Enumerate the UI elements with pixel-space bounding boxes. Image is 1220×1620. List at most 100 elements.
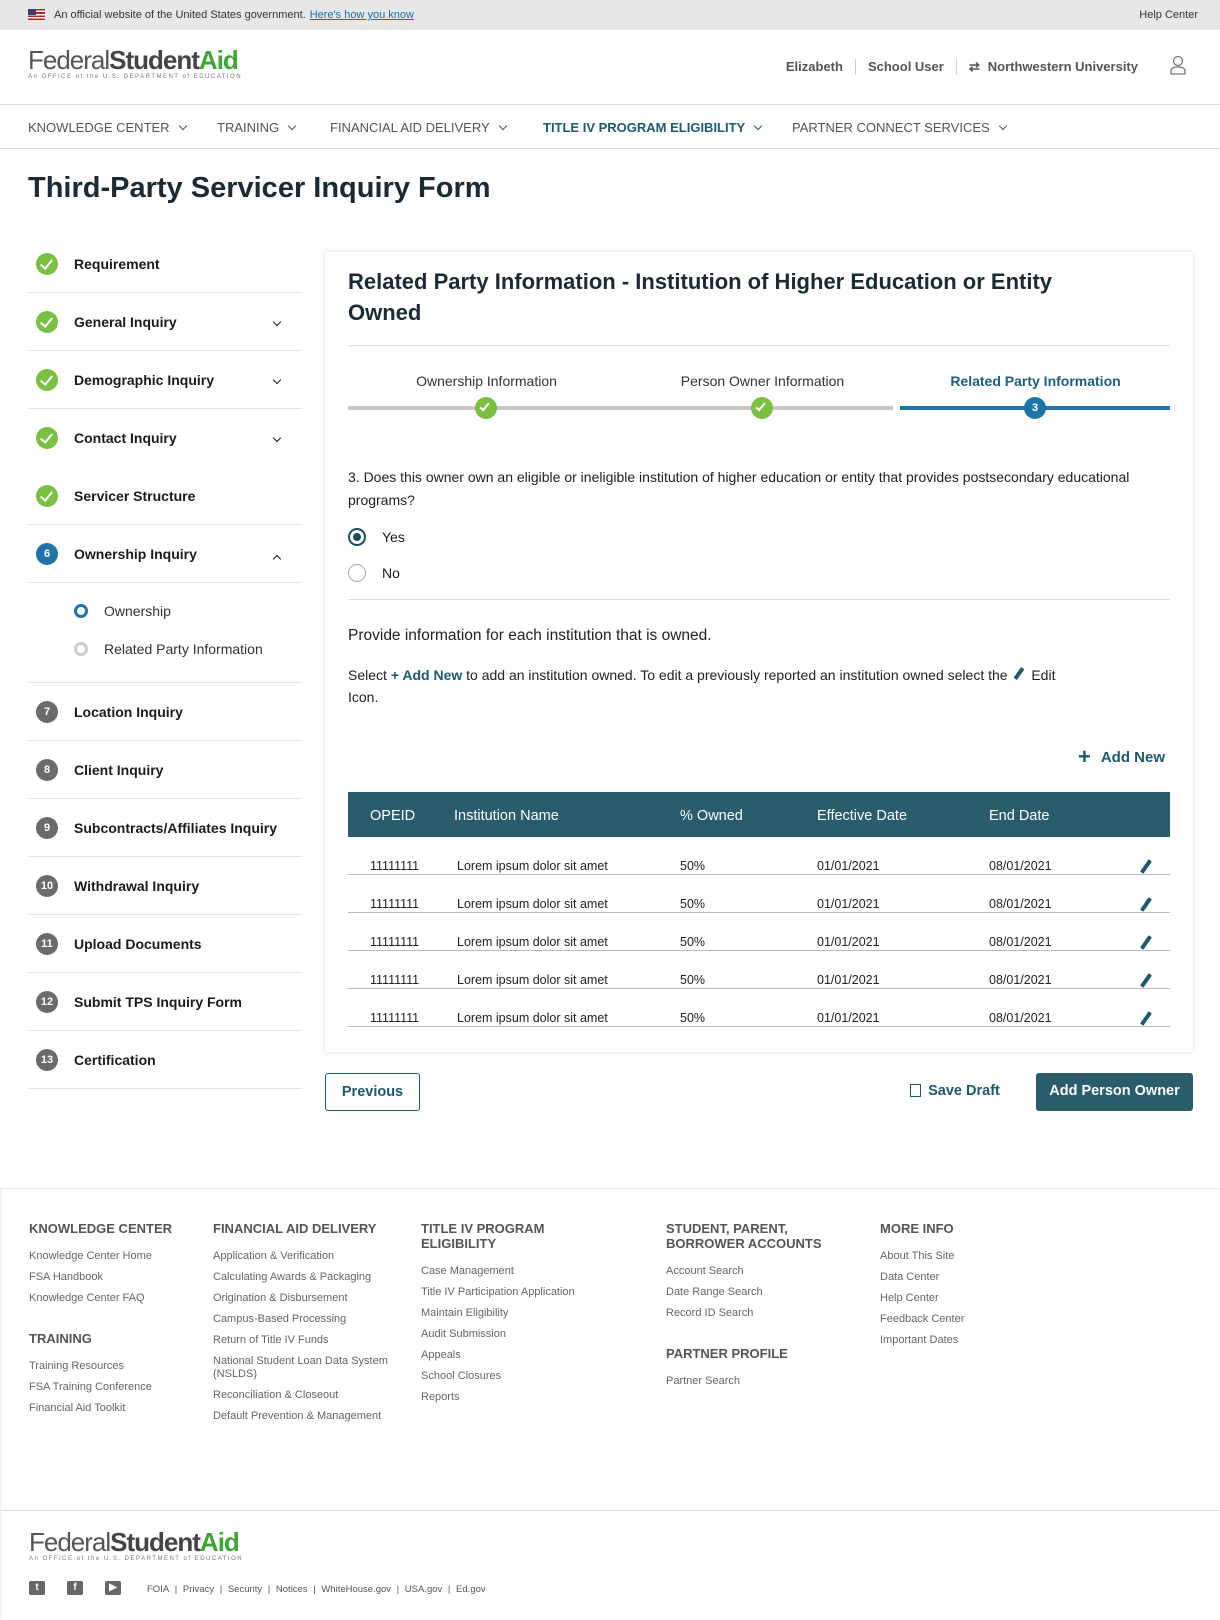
footer-link[interactable]: Important Dates <box>880 1334 959 1346</box>
footer-bottom-link[interactable]: FOIA <box>147 1584 170 1595</box>
sidebar-item-requirement[interactable]: Requirement <box>28 235 302 293</box>
footer-heading: KNOWLEDGE CENTER <box>29 1221 172 1236</box>
save-draft-button[interactable]: Save Draft <box>905 1073 1005 1111</box>
column-header[interactable]: Institution Name <box>454 808 559 824</box>
footer-link[interactable]: Record ID Search <box>666 1307 754 1319</box>
footer-link[interactable]: Title IV Participation Application <box>421 1286 575 1298</box>
sidebar-item-servicer-structure[interactable]: Servicer Structure <box>28 467 302 525</box>
sidebar-item-label: General Inquiry <box>74 314 177 330</box>
twitter-icon[interactable]: t <box>29 1581 45 1595</box>
footer-link[interactable]: Origination & Disbursement <box>213 1292 348 1304</box>
radio-button[interactable] <box>348 564 366 582</box>
nav-training[interactable]: TRAINING <box>217 120 297 135</box>
radio-no[interactable]: No <box>348 564 400 582</box>
footer-bottom-link[interactable]: Security <box>214 1584 262 1595</box>
org-switcher[interactable]: ⇄ Northwestern University <box>955 59 1150 75</box>
footer-link[interactable]: Return of Title IV Funds <box>213 1334 329 1346</box>
footer-link[interactable]: FSA Training Conference <box>29 1381 152 1393</box>
previous-button[interactable]: Previous <box>325 1073 420 1111</box>
youtube-icon[interactable]: ▶ <box>105 1581 121 1595</box>
fsa-logo[interactable]: FederalStudentAid An OFFICE of the U.S. D… <box>28 45 243 80</box>
sidebar-item-submit-tps-inquiry-form[interactable]: 12 Submit TPS Inquiry Form <box>28 973 302 1031</box>
nav-financial-aid-delivery[interactable]: FINANCIAL AID DELIVERY <box>330 120 507 135</box>
chevron-down-icon[interactable] <box>272 373 282 389</box>
column-header[interactable]: End Date <box>989 808 1050 824</box>
chevron-up-icon[interactable] <box>272 547 282 564</box>
facebook-icon[interactable]: f <box>67 1581 83 1595</box>
column-header[interactable]: Effective Date <box>817 808 908 824</box>
footer-link[interactable]: Calculating Awards & Packaging <box>213 1271 372 1283</box>
user-profile-icon[interactable] <box>1170 54 1188 78</box>
nav-knowledge-center[interactable]: KNOWLEDGE CENTER <box>28 120 187 135</box>
footer-link[interactable]: National Student Loan Data System (NSLDS… <box>213 1355 388 1380</box>
radio-button-selected[interactable] <box>348 528 366 546</box>
footer-link[interactable]: Date Range Search <box>666 1286 763 1298</box>
edit-pencil-icon[interactable] <box>1140 935 1152 950</box>
chevron-down-icon[interactable] <box>272 431 282 447</box>
footer-link[interactable]: Campus-Based Processing <box>213 1313 347 1325</box>
step-label[interactable]: Related Party Information <box>950 373 1121 389</box>
footer-link[interactable]: Default Prevention & Management <box>213 1410 382 1422</box>
footer-link[interactable]: Knowledge Center Home <box>29 1250 152 1262</box>
add-new-button[interactable]: + Add New <box>1077 744 1165 769</box>
footer-link[interactable]: Financial Aid Toolkit <box>29 1402 126 1414</box>
edit-pencil-icon[interactable] <box>1140 859 1152 874</box>
heres-how-you-know-link[interactable]: Here's how you know <box>309 9 414 21</box>
sidebar-item-label: Servicer Structure <box>74 488 196 504</box>
step-label[interactable]: Person Owner Information <box>680 373 845 389</box>
sidebar-item-general-inquiry[interactable]: General Inquiry <box>28 293 302 351</box>
nav-title-iv-program-eligibility[interactable]: TITLE IV PROGRAM ELIGIBILITY <box>543 120 763 135</box>
footer-link[interactable]: Application & Verification <box>213 1250 335 1262</box>
chevron-down-icon[interactable] <box>272 315 282 331</box>
step-label[interactable]: Ownership Information <box>416 373 557 389</box>
footer-column: STUDENT, PARENT, BORROWER ACCOUNTS Accoun… <box>666 1221 836 1396</box>
sidebar-item-contact-inquiry[interactable]: Contact Inquiry <box>28 409 302 467</box>
edit-pencil-icon[interactable] <box>1140 1011 1152 1026</box>
sidebar-sub-item[interactable]: Ownership <box>74 603 171 619</box>
footer-link[interactable]: Reconciliation & Closeout <box>213 1389 339 1401</box>
footer-link[interactable]: Training Resources <box>29 1360 124 1372</box>
column-header[interactable]: OPEID <box>370 808 416 824</box>
footer-link[interactable]: FSA Handbook <box>29 1271 103 1283</box>
footer-link[interactable]: Appeals <box>421 1349 461 1361</box>
footer-divider <box>1 1510 1220 1511</box>
table-row: 11111111 Lorem ipsum dolor sit amet 50% 01/… <box>348 913 1170 951</box>
add-new-inline-link[interactable]: + Add New <box>390 667 463 683</box>
sidebar-item-demographic-inquiry[interactable]: Demographic Inquiry <box>28 351 302 409</box>
footer-bottom-link[interactable]: USA.gov <box>391 1584 442 1595</box>
footer-link[interactable]: Partner Search <box>666 1375 740 1387</box>
edit-pencil-icon[interactable] <box>1140 897 1152 912</box>
sidebar-item-client-inquiry[interactable]: 8 Client Inquiry <box>28 741 302 799</box>
footer-bottom-link[interactable]: Notices <box>262 1584 307 1595</box>
footer-link[interactable]: Case Management <box>421 1265 514 1277</box>
footer-link[interactable]: Data Center <box>880 1271 940 1283</box>
column-header[interactable]: % Owned <box>680 808 743 824</box>
footer-link[interactable]: Maintain Eligibility <box>421 1307 509 1319</box>
footer-link[interactable]: About This Site <box>880 1250 955 1262</box>
footer-link[interactable]: School Closures <box>421 1370 502 1382</box>
footer-bottom-link[interactable]: Privacy <box>169 1584 214 1595</box>
footer-bottom-link[interactable]: WhiteHouse.gov <box>308 1584 391 1595</box>
radio-yes[interactable]: Yes <box>348 528 405 546</box>
help-center-link[interactable]: Help Center <box>1139 9 1198 21</box>
sidebar-item-location-inquiry[interactable]: 7 Location Inquiry <box>28 683 302 741</box>
add-person-owner-button[interactable]: Add Person Owner <box>1036 1073 1193 1111</box>
sidebar-item-certification[interactable]: 13 Certification <box>28 1031 302 1089</box>
edit-pencil-icon[interactable] <box>1140 973 1152 988</box>
footer-fsa-logo[interactable]: FederalStudentAid An OFFICE of the U.S. D… <box>29 1527 244 1562</box>
sidebar-sub-item[interactable]: Related Party Information <box>74 641 263 657</box>
footer-bottom-link[interactable]: Ed.gov <box>442 1584 485 1595</box>
footer-link[interactable]: Help Center <box>880 1292 939 1304</box>
sidebar-item-subcontracts-affiliates-inquiry[interactable]: 9 Subcontracts/Affiliates Inquiry <box>28 799 302 857</box>
footer-link[interactable]: Audit Submission <box>421 1328 506 1340</box>
nav-partner-connect-services[interactable]: PARTNER CONNECT SERVICES <box>792 120 1007 135</box>
sidebar-item-ownership-inquiry[interactable]: 6 Ownership Inquiry <box>28 525 302 583</box>
sidebar-item-withdrawal-inquiry[interactable]: 10 Withdrawal Inquiry <box>28 857 302 915</box>
main-nav: KNOWLEDGE CENTER TRAINING FINANCIAL AID DE… <box>0 105 1220 149</box>
footer-link[interactable]: Reports <box>421 1391 460 1403</box>
footer-link[interactable]: Knowledge Center FAQ <box>29 1292 145 1304</box>
footer-link[interactable]: Account Search <box>666 1265 744 1277</box>
footer-link[interactable]: Feedback Center <box>880 1313 965 1325</box>
sidebar-item-label: Upload Documents <box>74 936 202 952</box>
sidebar-item-upload-documents[interactable]: 11 Upload Documents <box>28 915 302 973</box>
